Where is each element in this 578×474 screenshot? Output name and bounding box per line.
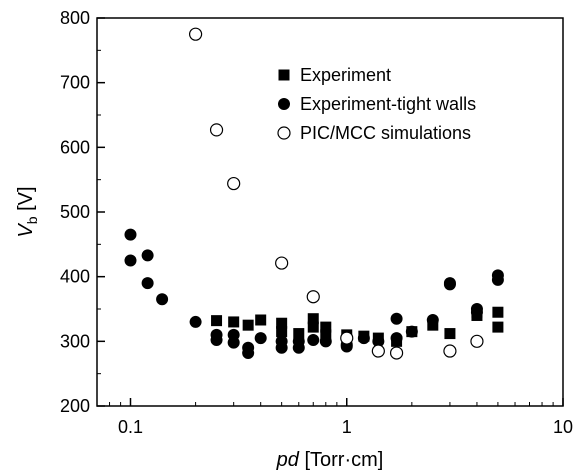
data-point xyxy=(470,334,484,348)
data-point xyxy=(320,321,332,333)
y-tick-label: 200 xyxy=(60,396,90,416)
data-point xyxy=(340,331,354,345)
data-point xyxy=(293,328,305,340)
tick-labels: 0.1 1 10 200 300 400 500 600 700 800 xyxy=(60,8,573,437)
legend-marker xyxy=(278,69,290,81)
data-point xyxy=(372,335,385,348)
y-axis-label: Vb [V] xyxy=(15,186,40,237)
legend: Experiment Experiment-tight walls PIC/MCC … xyxy=(277,65,476,143)
legend-marker xyxy=(277,126,291,140)
data-point xyxy=(275,341,288,354)
legend-label: Experiment xyxy=(300,65,391,85)
data-point xyxy=(209,123,224,137)
data-point xyxy=(389,346,404,360)
data-point xyxy=(390,332,403,345)
y-tick-label: 300 xyxy=(60,331,90,351)
data-point xyxy=(470,306,483,319)
series-group xyxy=(211,306,504,347)
data-point xyxy=(227,336,240,349)
data-point xyxy=(276,317,288,329)
data-point xyxy=(242,319,254,331)
legend-label: Experiment-tight walls xyxy=(300,94,476,114)
y-tick-label: 700 xyxy=(60,73,90,93)
data-point xyxy=(141,277,154,290)
y-tick-label: 400 xyxy=(60,267,90,287)
data-point xyxy=(320,329,332,341)
x-tick-label: 1 xyxy=(342,417,352,437)
legend-marker xyxy=(278,98,290,110)
data-point xyxy=(210,334,223,347)
x-axis-label-rest: [Torr·cm] xyxy=(299,449,383,471)
data-point xyxy=(211,315,223,327)
data-point xyxy=(307,313,319,325)
y-tick-label: 500 xyxy=(60,202,90,222)
data-point xyxy=(189,315,202,328)
data-point xyxy=(276,326,288,338)
data-point xyxy=(492,321,504,333)
y-axis-label-sub: b xyxy=(24,216,40,224)
data-point xyxy=(188,27,203,41)
legend-label: PIC/MCC simulations xyxy=(300,123,471,143)
data-point xyxy=(444,328,456,340)
y-tick-label: 800 xyxy=(60,8,90,28)
y-tick-label: 600 xyxy=(60,137,90,157)
data-point xyxy=(292,341,305,354)
x-tick-label: 10 xyxy=(553,417,573,437)
series-group xyxy=(188,27,484,360)
data-point xyxy=(141,249,154,262)
data-point xyxy=(124,228,137,241)
data-point xyxy=(228,316,240,328)
data-point xyxy=(307,334,320,347)
data-point xyxy=(443,344,457,358)
data-point xyxy=(242,346,255,359)
data-point xyxy=(275,256,289,270)
plot-frame xyxy=(96,17,564,407)
data-point xyxy=(306,290,320,304)
x-axis-label-italic: pd xyxy=(276,449,300,471)
data-point xyxy=(254,332,267,345)
data-point xyxy=(357,332,370,345)
y-axis-label-rest: [V] xyxy=(15,186,37,216)
data-point xyxy=(156,293,169,306)
data-point xyxy=(443,278,456,291)
x-tick-label: 0.1 xyxy=(118,417,143,437)
data-point xyxy=(491,273,504,286)
data-point xyxy=(319,335,332,348)
data-point xyxy=(405,325,418,338)
data-points xyxy=(124,27,504,360)
y-axis-label-main: V xyxy=(15,223,37,238)
data-point xyxy=(371,344,385,358)
data-point xyxy=(492,306,504,318)
data-point xyxy=(255,314,267,326)
x-axis-label: pd [Torr·cm] xyxy=(276,449,384,471)
data-point xyxy=(227,176,241,191)
data-point xyxy=(307,321,319,333)
data-point xyxy=(124,254,137,267)
data-point xyxy=(390,312,403,325)
data-point xyxy=(426,313,439,326)
